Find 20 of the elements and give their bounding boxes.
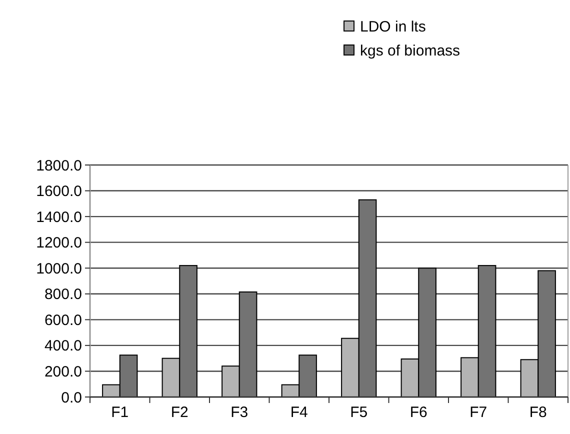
y-tick-label: 200.0 xyxy=(44,363,82,380)
y-tick-label: 0.0 xyxy=(61,389,82,406)
x-tick-label: F4 xyxy=(290,404,308,421)
x-tick-label: F3 xyxy=(230,404,248,421)
x-tick-label: F5 xyxy=(350,404,368,421)
y-tick-label: 600.0 xyxy=(44,312,82,329)
y-tick-label: 1000.0 xyxy=(36,260,82,278)
x-tick-label: F7 xyxy=(470,404,488,421)
y-tick-label: 1800.0 xyxy=(36,157,82,174)
x-tick-label: F2 xyxy=(170,404,188,421)
legend-label: kgs of biomass xyxy=(360,42,460,60)
y-tick-label: 800.0 xyxy=(44,286,82,304)
x-tick-label: F1 xyxy=(111,404,129,421)
x-tick-label: F8 xyxy=(529,404,547,421)
y-tick-label: 1400.0 xyxy=(36,208,82,226)
y-tick-label: 1200.0 xyxy=(36,234,82,252)
x-tick-label: F6 xyxy=(410,404,428,421)
y-tick-label: 400.0 xyxy=(44,338,82,355)
legend-label: LDO in lts xyxy=(360,18,426,36)
y-tick-label: 1600.0 xyxy=(36,183,82,200)
